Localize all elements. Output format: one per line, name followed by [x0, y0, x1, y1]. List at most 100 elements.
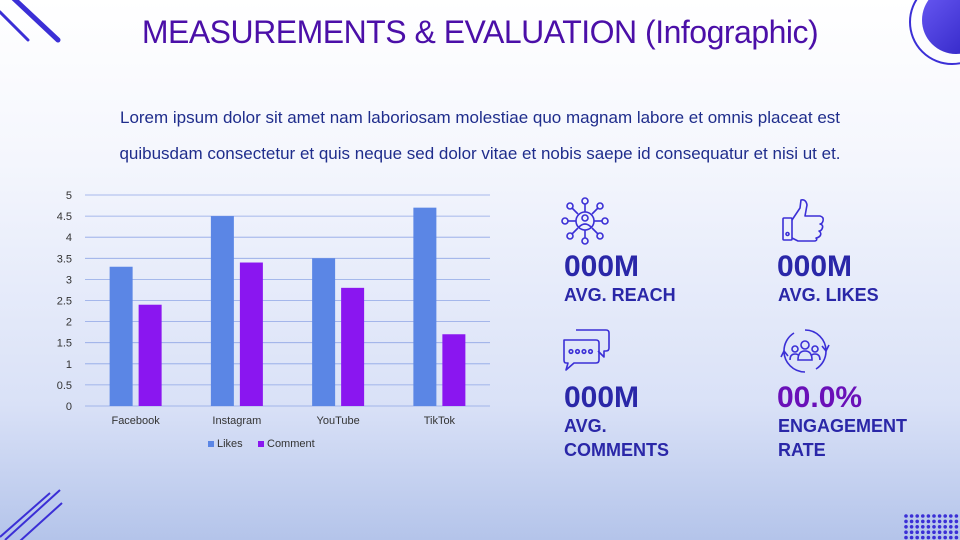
decor-dot — [909, 514, 914, 518]
decor-dot — [909, 519, 914, 524]
comments-icon — [563, 329, 610, 371]
engagement-icon — [780, 329, 830, 373]
decor-dot — [937, 530, 942, 534]
intro-line-2: quibusdam consectetur et quis neque sed … — [119, 144, 841, 163]
y-tick-label: 0.5 — [57, 380, 72, 392]
network-icon — [561, 197, 609, 245]
stat-label-line: AVG. — [564, 416, 607, 436]
legend-swatch — [258, 441, 264, 447]
decor-dot — [949, 530, 953, 534]
stat-label: AVG. COMMENTS — [564, 414, 669, 462]
decor-dot — [949, 525, 953, 529]
decor-dot — [954, 535, 959, 540]
stat-label-line: ENGAGEMENT — [778, 416, 908, 436]
bar-likes-facebook — [109, 266, 133, 406]
decor-dot — [904, 514, 908, 518]
decor-dot — [949, 519, 953, 524]
legend-swatch — [208, 441, 214, 447]
decor-dot — [937, 525, 942, 529]
stat-label-line: AVG. REACH — [564, 285, 676, 305]
decor-dot — [926, 530, 931, 534]
y-tick-label: 4.5 — [57, 211, 72, 223]
bar-likes-tiktok — [413, 207, 437, 406]
stat-label-line: COMMENTS — [564, 440, 669, 460]
decor-dot — [937, 519, 942, 524]
x-category-label: TikTok — [424, 415, 456, 427]
decor-dot — [915, 525, 919, 529]
y-tick-label: 0 — [66, 401, 72, 413]
decor-dot — [937, 535, 942, 540]
bar-comment-tiktok — [442, 334, 466, 406]
decor-dot — [921, 535, 925, 540]
decor-dot — [954, 514, 959, 518]
decor-dot — [943, 525, 947, 529]
decor-dot — [921, 519, 925, 524]
decor-dot — [954, 519, 959, 524]
intro-paragraph: Lorem ipsum dolor sit amet nam laboriosa… — [40, 100, 920, 172]
decor-dot — [904, 535, 908, 540]
stat-label-line: RATE — [778, 440, 826, 460]
stat-value: 000M — [564, 250, 640, 283]
decor-dot — [915, 514, 919, 518]
y-tick-label: 4 — [66, 232, 72, 244]
decor-dot — [949, 514, 953, 518]
decor-dot — [915, 519, 919, 524]
page-title: MEASUREMENTS & EVALUATION (Infographic) — [141, 14, 819, 50]
decor-dot — [909, 530, 914, 534]
stat-label: AVG. REACH — [564, 283, 676, 307]
stat-value: 000M — [777, 250, 853, 283]
stat-label: ENGAGEMENT RATE — [778, 414, 907, 462]
x-category-label: Instagram — [212, 415, 261, 427]
decor-dot — [926, 535, 931, 540]
decor-dot — [932, 514, 936, 518]
decor-dot — [909, 525, 914, 529]
decor-dot — [943, 530, 947, 534]
decor-dot — [904, 530, 908, 534]
y-tick-label: 2.5 — [57, 296, 72, 308]
y-tick-label: 1.5 — [57, 338, 72, 350]
stat-value: 000M — [564, 381, 640, 414]
decor-dot — [915, 530, 919, 534]
decor-dot — [932, 530, 936, 534]
decor-dot — [943, 514, 947, 518]
decor-dot — [926, 519, 931, 524]
y-tick-label: 5 — [66, 190, 72, 202]
decor-dot — [954, 530, 959, 534]
bar-chart: 0 0.5 1 1.5 2 2.5 3 3.5 4 4.5 5 Facebook Instagram Yo… — [57, 190, 490, 450]
decor-dot — [932, 519, 936, 524]
stat-label-line: AVG. LIKES — [778, 285, 879, 305]
stat-value: 00.0% — [777, 381, 863, 414]
decor-dot — [943, 519, 947, 524]
decor-dot — [926, 514, 931, 518]
stat-label: AVG. LIKES — [778, 283, 879, 307]
x-category-label: Facebook — [111, 415, 160, 427]
bottom-right-dots — [904, 514, 959, 540]
y-tick-label: 3 — [66, 274, 72, 286]
legend-label: Comment — [267, 438, 315, 450]
decor-dot — [949, 535, 953, 540]
intro-line-1: Lorem ipsum dolor sit amet nam laboriosa… — [119, 108, 840, 127]
decor-dot — [915, 535, 919, 540]
bottom-left-stripes — [0, 489, 63, 540]
decor-dot — [932, 535, 936, 540]
decor-dot — [921, 530, 925, 534]
decor-dot — [909, 535, 914, 540]
bar-likes-instagram — [210, 216, 234, 406]
decor-dot — [921, 525, 925, 529]
decor-dot — [932, 525, 936, 529]
decor-dot — [904, 525, 908, 529]
bar-comment-youtube — [341, 287, 365, 406]
bar-comment-instagram — [239, 262, 263, 406]
decor-dot — [904, 519, 908, 524]
decor-dot — [954, 525, 959, 529]
bar-comment-facebook — [138, 304, 162, 406]
thumbs-up-icon — [782, 199, 824, 242]
x-category-label: YouTube — [317, 415, 360, 427]
decor-dot — [921, 514, 925, 518]
y-tick-label: 3.5 — [57, 253, 72, 265]
decor-dot — [937, 514, 942, 518]
top-left-stripes — [0, 0, 61, 43]
bar-likes-youtube — [312, 258, 336, 406]
top-right-circle — [909, 0, 960, 65]
legend-label: Likes — [217, 438, 243, 450]
